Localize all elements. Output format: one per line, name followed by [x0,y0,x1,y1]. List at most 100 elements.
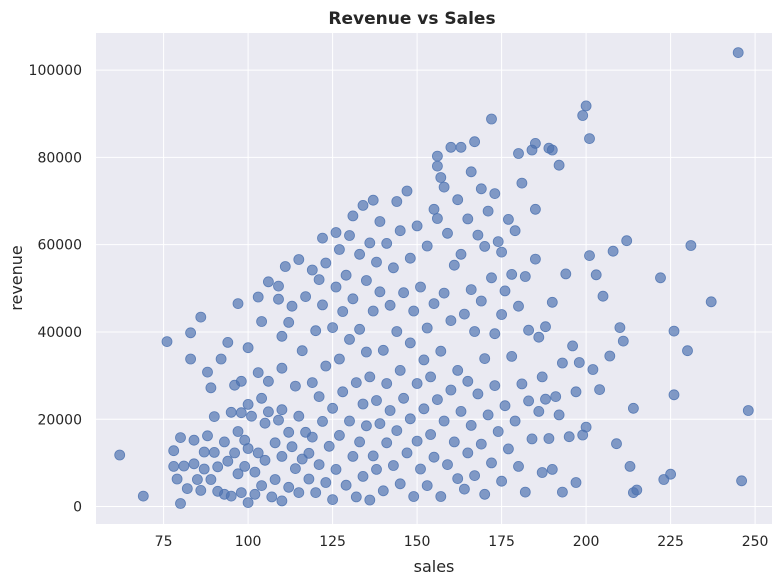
scatter-point [421,322,433,334]
scatter-point [377,485,389,497]
scatter-point [536,371,548,383]
y-tick-label: 60000 [37,238,82,254]
scatter-point [387,262,399,274]
scatter-point [357,199,369,211]
y-tick-label: 20000 [37,412,82,428]
scatter-point [502,443,514,455]
scatter-point [604,350,616,362]
scatter-point [384,299,396,311]
scatter-point [567,340,578,352]
scatter-point [283,481,295,493]
scatter-point [431,394,443,406]
scatter-point [320,257,332,269]
scatter-point [546,144,558,156]
scatter-point [705,296,717,308]
scatter-point [188,434,200,446]
scatter-point [411,378,423,389]
scatter-point [533,331,545,343]
scatter-point [293,410,305,422]
scatter-point [218,436,230,448]
scatter-point [232,298,244,310]
scatter-point [283,316,295,328]
scatter-point [252,447,264,459]
scatter-point [408,491,420,502]
scatter-point [438,181,450,193]
scatter-point [327,322,339,334]
scatter-point [242,342,254,354]
scatter-point [293,254,305,265]
scatter-point [235,375,247,387]
scatter-point [418,354,430,366]
scatter-point [310,325,322,337]
scatter-point [171,473,183,485]
scatter-point [371,395,382,406]
scatter-point [462,375,474,387]
scatter-point [587,364,599,375]
scatter-point [458,308,470,320]
scatter-point [486,457,497,469]
x-tick-label: 150 [404,534,431,550]
scatter-point [445,315,457,327]
scatter-point [404,413,416,425]
scatter-point [161,336,173,348]
scatter-point [317,232,328,244]
scatter-point [398,392,410,404]
scatter-point [293,487,305,499]
scatter-point [212,461,224,473]
scatter-point [546,463,558,475]
x-axis-label: sales [414,557,455,576]
scatter-point [584,250,595,262]
scatter-point [269,437,281,449]
scatter-point [404,337,416,349]
scatter-point [381,378,393,389]
scatter-point [445,141,457,153]
scatter-point [323,440,335,452]
scatter-point [246,410,257,422]
scatter-point [350,377,362,389]
scatter-point [536,467,548,478]
scatter-point [452,473,464,485]
data-points [114,47,754,509]
scatter-point [333,353,345,365]
scatter-point [526,433,538,445]
scatter-point [195,484,207,496]
x-tick-label: 75 [155,534,173,550]
scatter-point [736,475,747,487]
scatter-point [367,450,379,462]
scatter-point [475,295,487,307]
scatter-point [333,244,345,255]
scatter-point [530,203,541,215]
scatter-point [185,327,197,339]
scatter-point [337,386,349,398]
scatter-point [306,377,318,389]
scatter-point [421,240,433,252]
scatter-point [655,272,666,284]
scatter-point [573,357,585,368]
scatter-point [175,498,186,509]
scatter-point [482,409,494,421]
y-tick-label: 40000 [37,325,82,341]
scatter-point [269,474,281,485]
scatter-point [310,487,322,499]
scatter-point [543,433,555,444]
scatter-point [530,137,541,149]
scatter-point [381,437,393,449]
scatter-point [364,371,376,383]
scatter-point [482,205,494,217]
scatter-point [570,386,582,398]
scatter-point [175,432,186,444]
scatter-point [137,490,149,502]
scatter-point [208,446,220,458]
scatter-point [489,380,501,392]
scatter-point [354,323,366,335]
scatter-point [360,275,372,286]
scatter-point [276,495,288,507]
scatter-point [357,398,369,410]
scatter-point [668,389,680,401]
scatter-point [296,345,308,357]
scatter-point [513,148,524,159]
scatter-point [560,268,572,280]
scatter-point [425,429,437,440]
scatter-point [411,220,423,232]
